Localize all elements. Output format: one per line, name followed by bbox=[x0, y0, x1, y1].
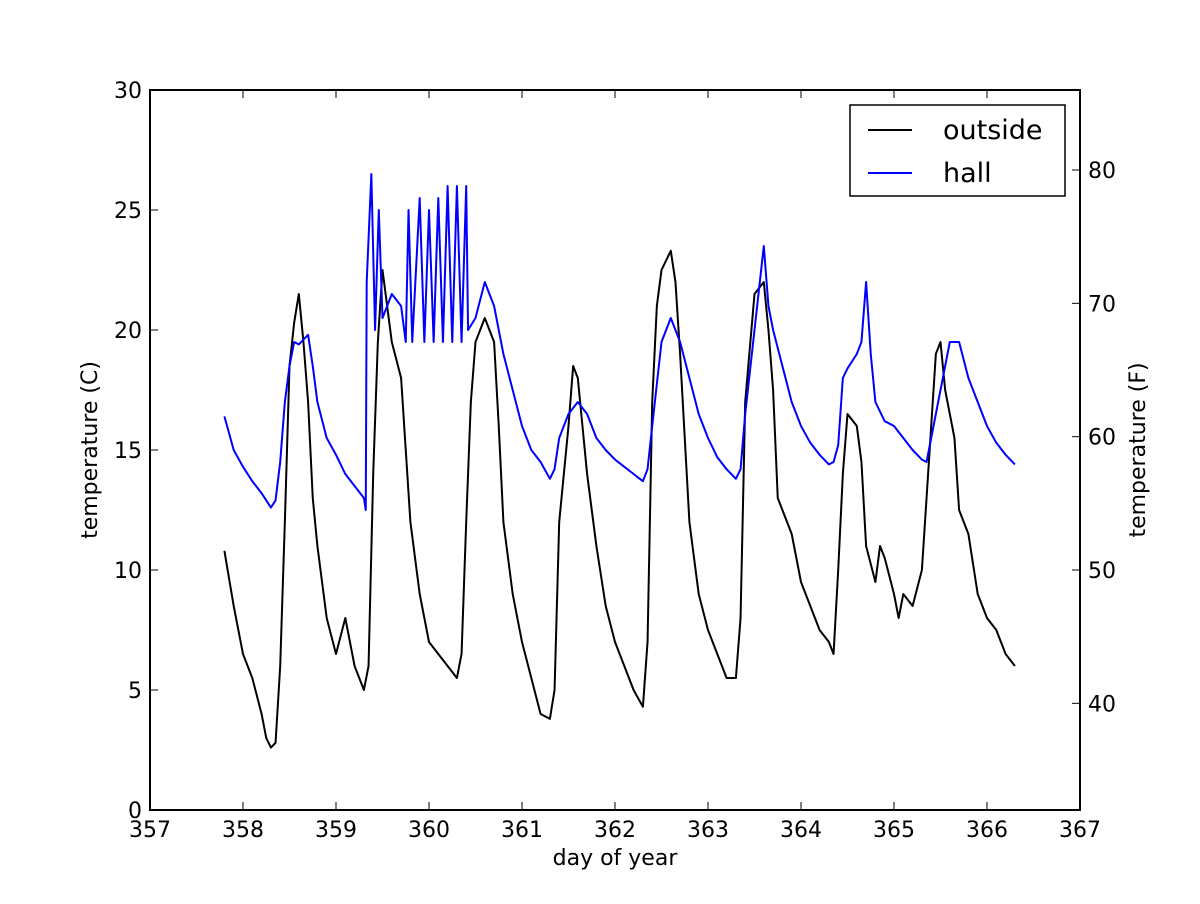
y2-tick-label: 70 bbox=[1088, 292, 1116, 317]
y2-tick-label: 50 bbox=[1088, 559, 1116, 584]
y2-tick-label: 60 bbox=[1088, 426, 1116, 451]
y-tick-label: 15 bbox=[114, 439, 142, 464]
y2-tick-label: 80 bbox=[1088, 159, 1116, 184]
y-tick-label: 10 bbox=[114, 559, 142, 584]
y2-tick-label: 40 bbox=[1088, 692, 1116, 717]
x-tick-label: 363 bbox=[687, 818, 729, 843]
x-tick-label: 365 bbox=[873, 818, 915, 843]
legend-label: hall bbox=[943, 158, 992, 189]
x-tick-label: 364 bbox=[780, 818, 822, 843]
x-tick-label: 357 bbox=[129, 818, 171, 843]
data-line bbox=[223, 173, 1016, 511]
x-tick-label: 360 bbox=[408, 818, 450, 843]
x-tick-label: 367 bbox=[1059, 818, 1101, 843]
y-tick-label: 20 bbox=[114, 319, 142, 344]
legend-label: outside bbox=[943, 115, 1043, 146]
y-tick-label: 0 bbox=[128, 799, 142, 824]
legend-box bbox=[849, 104, 1066, 197]
x-tick-label: 358 bbox=[222, 818, 264, 843]
data-line bbox=[223, 249, 1016, 749]
x-tick-label: 366 bbox=[966, 818, 1008, 843]
x-tick-label: 359 bbox=[315, 818, 357, 843]
y2-axis-label: temperature (F) bbox=[1126, 362, 1151, 537]
y-tick-label: 25 bbox=[114, 199, 142, 224]
x-axis-label: day of year bbox=[553, 846, 679, 871]
y-tick-label: 5 bbox=[128, 679, 142, 704]
x-tick-label: 362 bbox=[594, 818, 636, 843]
y-axis-label: temperature (C) bbox=[78, 361, 103, 539]
y-tick-label: 30 bbox=[114, 79, 142, 104]
x-tick-label: 361 bbox=[501, 818, 543, 843]
